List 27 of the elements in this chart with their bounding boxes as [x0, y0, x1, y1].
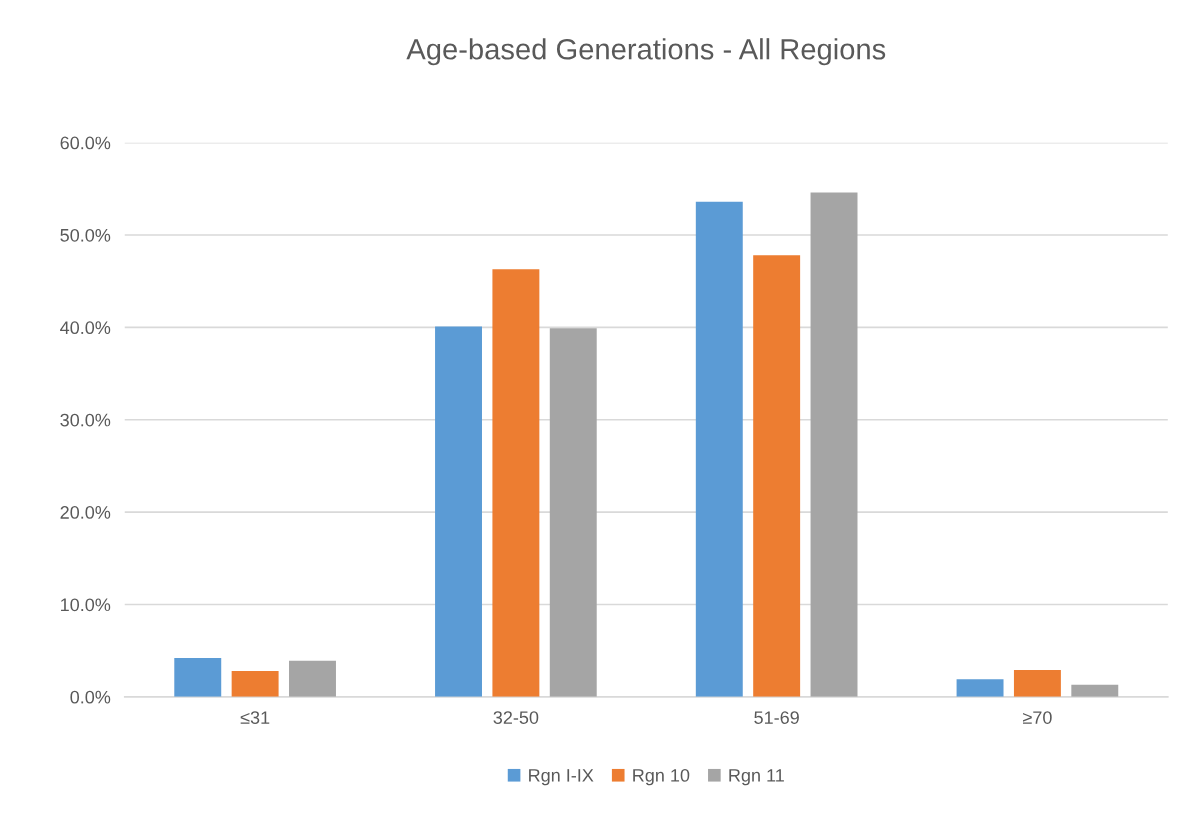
legend-label: Rgn 10 — [633, 768, 690, 786]
bar — [289, 660, 336, 697]
chart-title: Age-based Generations - All Regions — [406, 38, 886, 66]
y-tick-label: 0.0% — [70, 690, 111, 704]
y-tick-label: 10.0% — [61, 598, 111, 612]
x-tick-label: ≥70 — [1023, 711, 1052, 724]
bar — [695, 201, 743, 697]
x-tick-label: 32-50 — [493, 711, 539, 724]
bar — [753, 255, 801, 697]
legend-label: Rgn I-IX — [529, 769, 594, 786]
bar — [956, 679, 1004, 697]
bar — [1071, 684, 1119, 697]
bar — [435, 326, 482, 697]
legend-label: Rgn 11 — [729, 769, 784, 786]
x-tick-label: ≤31 — [240, 711, 270, 724]
y-tick-label: 60.0% — [60, 136, 111, 150]
bar — [1013, 670, 1061, 697]
bar — [492, 269, 540, 697]
bar — [810, 192, 858, 697]
bar — [231, 670, 279, 697]
y-tick-label: 50.0% — [60, 228, 111, 242]
bar — [549, 328, 597, 697]
bar — [174, 658, 222, 697]
x-tick-label: 51-69 — [754, 711, 799, 724]
y-tick-label: 40.0% — [60, 321, 111, 335]
y-tick-label: 20.0% — [60, 506, 111, 519]
y-tick-label: 30.0% — [60, 413, 111, 427]
